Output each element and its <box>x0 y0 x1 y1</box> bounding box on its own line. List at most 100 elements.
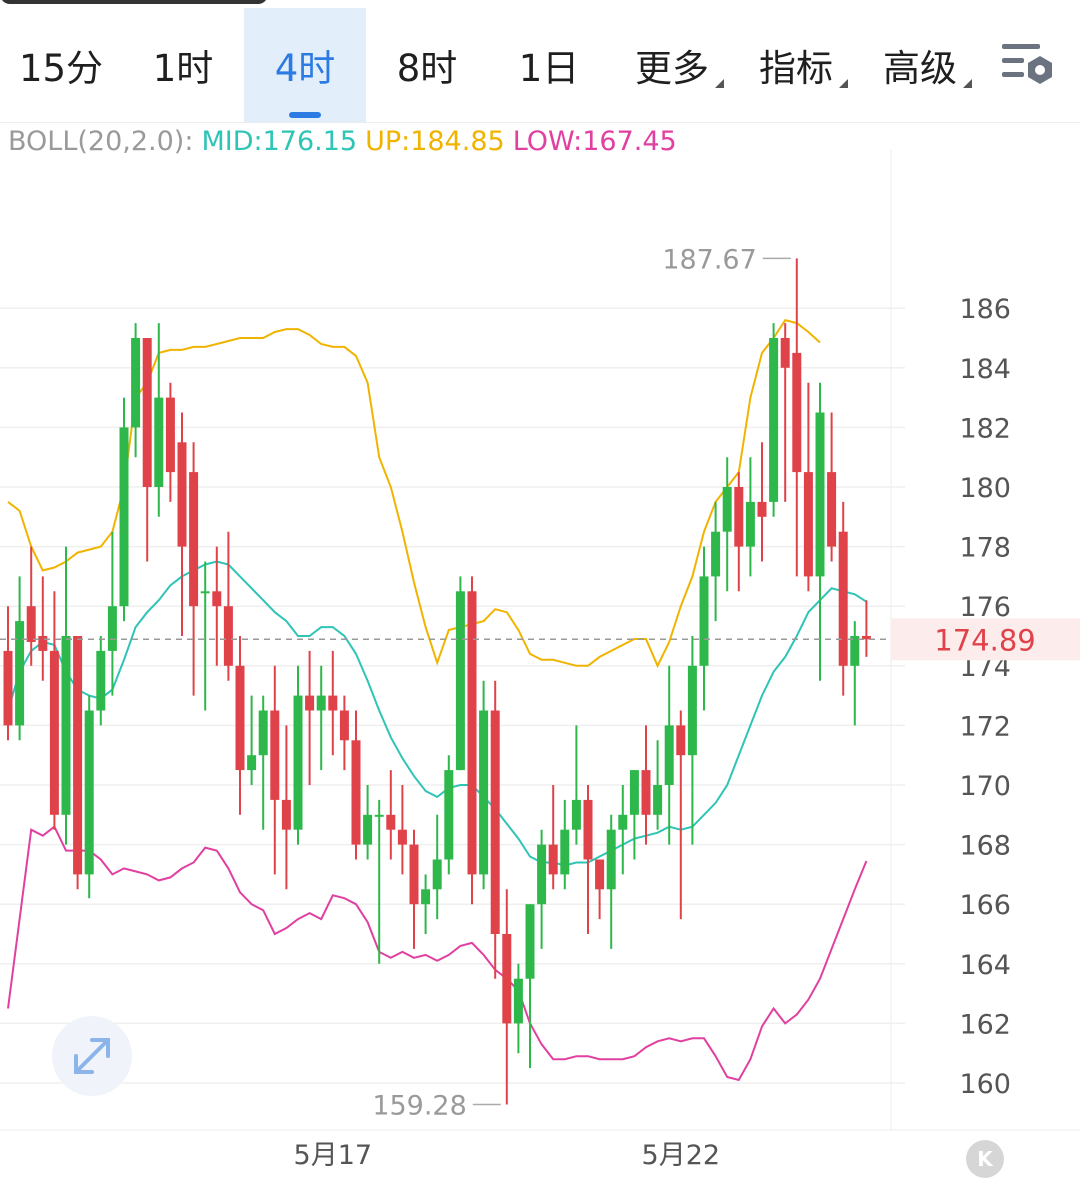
candle-body <box>769 338 779 502</box>
boll-indicator-legend: BOLL(20,2.0): MID:176.15 UP:184.85 LOW:167.… <box>8 126 685 157</box>
tab-5[interactable]: 更多 <box>610 8 734 122</box>
top-handle <box>0 0 268 4</box>
candle-body <box>525 904 535 979</box>
tab-3[interactable]: 8时 <box>366 8 488 122</box>
current-price-label: 174.89 <box>934 623 1035 657</box>
tab-1[interactable]: 1时 <box>122 8 244 122</box>
candle <box>84 695 94 899</box>
candle <box>850 621 860 726</box>
tab-6[interactable]: 指标 <box>734 8 858 122</box>
candle-body <box>223 606 233 666</box>
candle-body <box>444 770 454 860</box>
candle <box>397 785 407 875</box>
candle <box>316 665 326 771</box>
candle <box>142 338 152 562</box>
candle <box>119 397 129 622</box>
boll-mid-value: MID:176.15 <box>201 126 358 157</box>
candle-body <box>537 844 547 905</box>
candle-body <box>177 442 187 547</box>
tab-2[interactable]: 4时 <box>244 8 366 122</box>
candle <box>444 755 454 875</box>
y-tick-label: 160 <box>959 1069 1011 1100</box>
candle <box>363 785 373 860</box>
expand-button[interactable] <box>52 1016 132 1096</box>
k-toggle-button[interactable]: K <box>966 1140 1004 1178</box>
tab-label: 15分 <box>18 47 104 90</box>
candle-body <box>281 799 291 830</box>
candle <box>15 576 25 741</box>
candle-body <box>200 591 210 594</box>
tab-label: 1日 <box>518 47 580 90</box>
candle-body <box>84 710 94 875</box>
y-tick-label: 170 <box>959 771 1011 802</box>
candle <box>189 442 199 696</box>
candle <box>676 710 686 920</box>
candle-body <box>827 472 837 547</box>
dropdown-caret-icon <box>963 79 972 88</box>
y-tick-label: 176 <box>959 592 1011 623</box>
candle <box>838 501 848 696</box>
candle-body <box>38 636 48 651</box>
candle <box>305 650 315 785</box>
candle <box>479 680 489 890</box>
candle <box>293 665 303 845</box>
candle-body <box>618 814 628 830</box>
candle <box>154 323 164 517</box>
candle-body <box>676 725 686 756</box>
candle <box>432 814 442 920</box>
candle <box>165 382 175 502</box>
boll-up-value: UP:184.85 <box>365 126 505 157</box>
candle-body <box>351 740 361 845</box>
candle-body <box>711 531 721 577</box>
expand-arrows-icon <box>74 1038 110 1074</box>
candle <box>722 457 732 592</box>
candle-body <box>328 695 338 711</box>
candle-body <box>722 487 732 532</box>
candle <box>200 561 210 711</box>
boll-mid-line <box>7 560 867 867</box>
candle-body <box>247 755 257 771</box>
candle-body <box>3 650 13 726</box>
y-tick-label: 166 <box>959 890 1011 921</box>
candle <box>769 323 779 517</box>
candle-body <box>189 472 199 607</box>
candle-body <box>270 710 280 800</box>
tab-4[interactable]: 1日 <box>488 8 610 122</box>
tab-7[interactable]: 高级 <box>858 8 982 122</box>
candle <box>664 665 674 845</box>
candle <box>421 874 431 934</box>
candle <box>548 785 558 890</box>
candle <box>803 382 813 592</box>
boll-low-value: LOW:167.45 <box>512 126 677 157</box>
y-tick-label: 172 <box>959 711 1011 742</box>
y-tick-label: 180 <box>959 473 1011 504</box>
candle-body <box>560 829 570 875</box>
chart-settings-button[interactable] <box>998 36 1058 92</box>
candle <box>560 799 570 890</box>
candle <box>107 531 117 696</box>
candle <box>38 576 48 681</box>
candle <box>745 457 755 577</box>
candle <box>339 695 349 771</box>
y-tick-label: 184 <box>959 354 1011 385</box>
candle-body <box>363 814 373 845</box>
candle <box>455 576 465 771</box>
candle <box>73 636 83 890</box>
x-tick-label: 5月22 <box>642 1140 721 1171</box>
active-tab-indicator <box>289 112 321 118</box>
candle <box>467 576 477 905</box>
candlestick-chart[interactable]: 1601621641661681701721741761781801821841… <box>0 150 1080 1176</box>
candle <box>223 531 233 681</box>
y-tick-label: 168 <box>959 831 1011 862</box>
candle <box>258 695 268 830</box>
candle-body <box>479 710 489 875</box>
candle <box>734 472 744 592</box>
tab-0[interactable]: 15分 <box>0 8 122 122</box>
candle <box>247 695 257 785</box>
candle <box>270 665 280 875</box>
candle <box>641 725 651 845</box>
candle-body <box>653 785 663 815</box>
candle-body <box>513 978 523 1024</box>
candle-body <box>629 770 639 815</box>
candle-body <box>212 591 222 607</box>
